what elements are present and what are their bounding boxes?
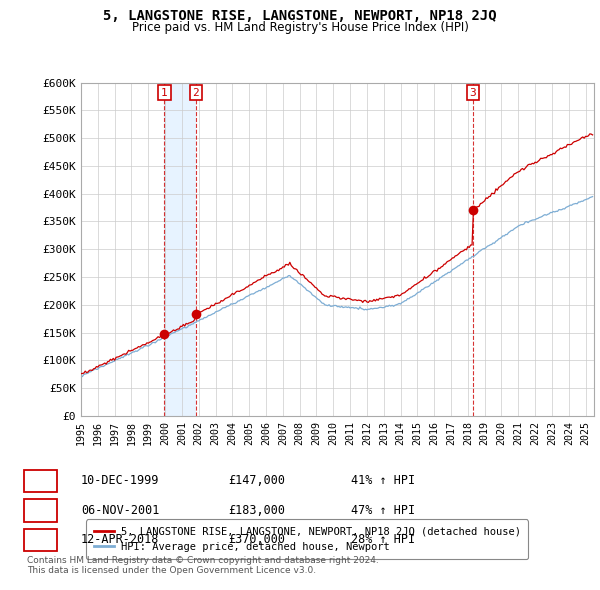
Text: £183,000: £183,000: [228, 504, 285, 517]
Text: Contains HM Land Registry data © Crown copyright and database right 2024.
This d: Contains HM Land Registry data © Crown c…: [27, 556, 379, 575]
Text: £370,000: £370,000: [228, 533, 285, 546]
Text: 47% ↑ HPI: 47% ↑ HPI: [351, 504, 415, 517]
Text: 2: 2: [37, 504, 44, 517]
Legend: 5, LANGSTONE RISE, LANGSTONE, NEWPORT, NP18 2JQ (detached house), HPI: Average p: 5, LANGSTONE RISE, LANGSTONE, NEWPORT, N…: [86, 520, 528, 559]
Text: 41% ↑ HPI: 41% ↑ HPI: [351, 474, 415, 487]
Text: 2: 2: [193, 87, 199, 97]
Text: 12-APR-2018: 12-APR-2018: [81, 533, 160, 546]
Text: 06-NOV-2001: 06-NOV-2001: [81, 504, 160, 517]
Text: 10-DEC-1999: 10-DEC-1999: [81, 474, 160, 487]
Text: 3: 3: [469, 87, 476, 97]
Text: 1: 1: [37, 474, 44, 487]
Text: Price paid vs. HM Land Registry's House Price Index (HPI): Price paid vs. HM Land Registry's House …: [131, 21, 469, 34]
Text: £147,000: £147,000: [228, 474, 285, 487]
Text: 3: 3: [37, 533, 44, 546]
Bar: [164, 83, 196, 416]
Text: 5, LANGSTONE RISE, LANGSTONE, NEWPORT, NP18 2JQ: 5, LANGSTONE RISE, LANGSTONE, NEWPORT, N…: [103, 9, 497, 23]
Text: 28% ↑ HPI: 28% ↑ HPI: [351, 533, 415, 546]
Text: 1: 1: [161, 87, 168, 97]
